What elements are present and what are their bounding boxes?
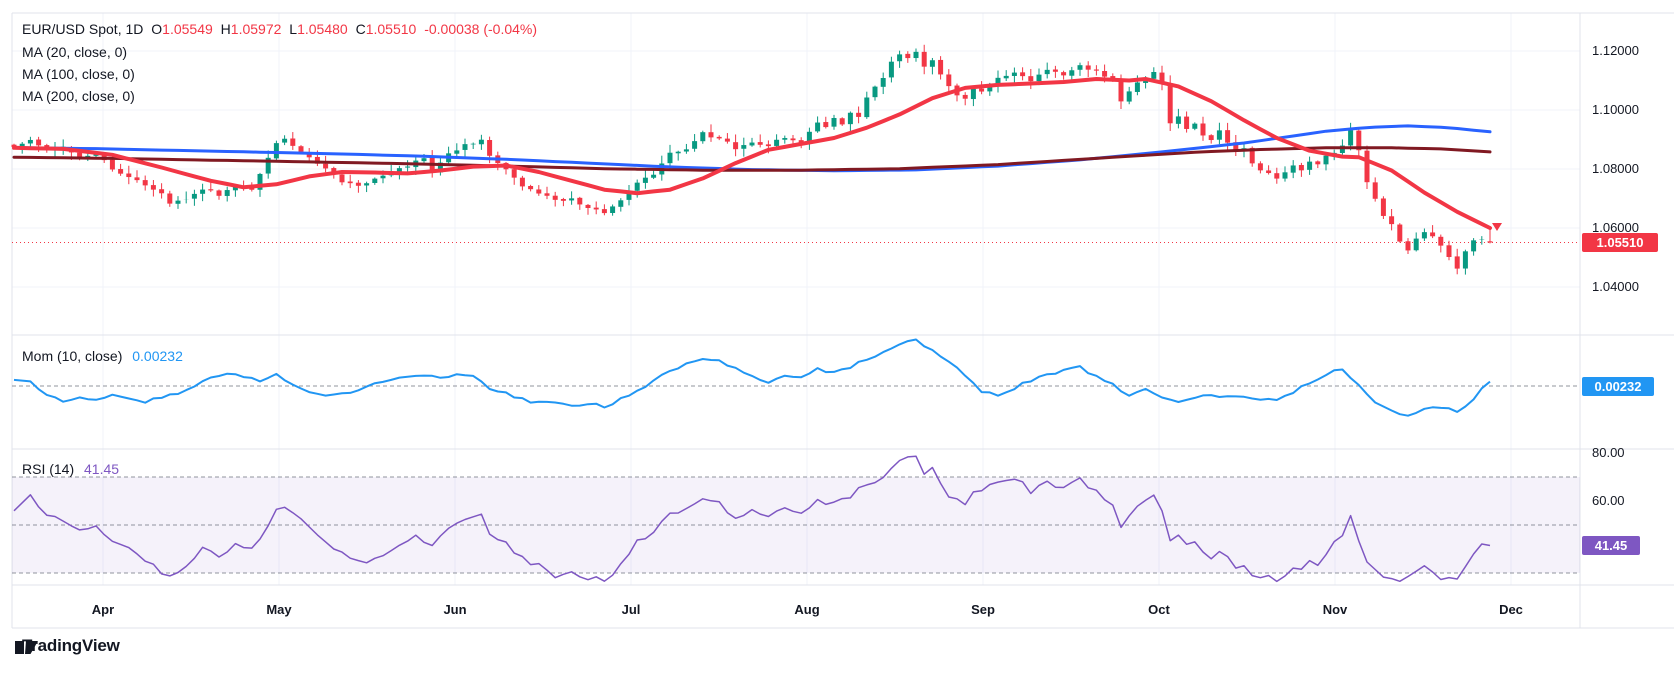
price-tick-label: 1.08000	[1592, 161, 1639, 176]
month-label: Jun	[443, 602, 467, 617]
month-label: Nov	[1322, 602, 1348, 617]
ma20-legend[interactable]: MA (20, close, 0)	[22, 44, 128, 60]
price-last-value-badge: 1.05510	[1582, 232, 1658, 252]
month-label: Aug	[794, 602, 820, 617]
rsi-tick-label: 60.00	[1592, 493, 1625, 508]
month-label: May	[266, 602, 292, 617]
rsi-legend-label: RSI (14)	[22, 461, 75, 477]
month-label: Oct	[1148, 602, 1170, 617]
rsi-last-value-badge: 41.45	[1582, 536, 1640, 556]
ohlc-open-value: 1.05549	[162, 21, 213, 37]
price-tick-label: 1.12000	[1592, 43, 1639, 58]
rsi-legend-value: 41.45	[84, 461, 120, 477]
rsi-tick-label: 80.00	[1592, 445, 1625, 460]
momentum-legend-value: 0.00232	[132, 348, 183, 364]
month-label: Apr	[91, 602, 115, 617]
ohlc-low-label: L	[289, 21, 298, 37]
price-tick-label: 1.04000	[1592, 279, 1639, 294]
ohlc-open-label: O	[151, 21, 163, 37]
ohlc-high-value: 1.05972	[230, 21, 282, 37]
symbol-legend[interactable]: EUR/USD Spot, 1D O1.05549 H1.05972 L1.05…	[22, 21, 541, 37]
gridlines	[12, 13, 1580, 585]
momentum-legend[interactable]: Mom (10, close) 0.00232	[22, 348, 183, 364]
tradingview-logo-icon	[15, 641, 38, 654]
month-label: Dec	[1499, 602, 1523, 617]
pane-separators	[11, 12, 1674, 629]
tradingview-logo[interactable]: TradingView	[14, 636, 120, 656]
ohlc-high-label: H	[220, 21, 231, 37]
change-value: -0.00038 (-0.04%)	[424, 21, 538, 37]
ohlc-close-label: C	[355, 21, 366, 37]
momentum-last-value-badge: 0.00232	[1582, 376, 1654, 396]
rsi-legend[interactable]: RSI (14) 41.45	[22, 461, 119, 477]
last-bar-marker-icon	[1492, 223, 1502, 231]
month-label: Jul	[621, 602, 641, 617]
month-label: Sep	[971, 602, 995, 617]
price-tick-label: 1.10000	[1592, 102, 1639, 117]
ma200-legend[interactable]: MA (200, close, 0)	[22, 88, 135, 104]
momentum-line	[13, 338, 1491, 417]
tradingview-logo-text: TradingView	[22, 636, 120, 655]
ohlc-close-value: 1.05510	[365, 21, 417, 37]
ma200-line	[12, 146, 1492, 172]
price-tick-label: 1.06000	[1592, 220, 1639, 235]
ohlc-low-value: 1.05480	[297, 21, 348, 37]
ma100-legend[interactable]: MA (100, close, 0)	[22, 66, 135, 82]
ma20-line	[12, 77, 1492, 230]
rsi-line	[13, 455, 1491, 583]
momentum-legend-label: Mom (10, close)	[22, 348, 123, 364]
symbol-title[interactable]: EUR/USD Spot, 1D	[22, 21, 144, 37]
